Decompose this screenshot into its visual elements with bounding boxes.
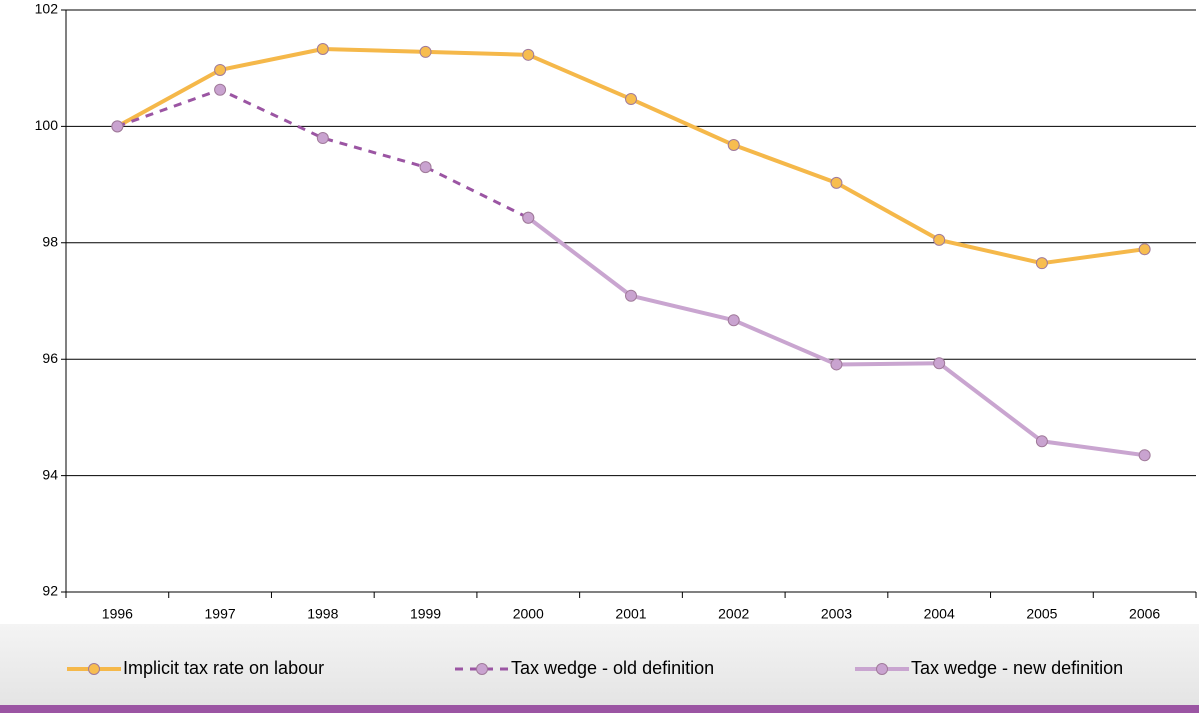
legend-background [0,624,1199,706]
x-tick-label: 1996 [102,606,133,622]
x-tick-label: 2003 [821,606,852,622]
x-tick-label: 2006 [1129,606,1160,622]
data-point [1035,257,1048,270]
data-point [727,314,740,327]
legend-label: Implicit tax rate on labour [123,658,324,678]
data-point [316,132,329,145]
data-point [419,161,432,174]
data-point [1138,449,1151,462]
data-point [316,42,329,55]
x-tick-label: 2000 [513,606,544,622]
y-tick-label: 94 [42,466,58,482]
data-point [625,93,637,106]
data-point [419,45,432,58]
y-tick-label: 98 [42,234,58,250]
data-point [522,211,535,224]
series-line [527,216,1145,458]
data-point [522,48,535,61]
data-point [933,357,946,370]
x-tick-label: 2002 [718,606,749,622]
x-tick-label: 1997 [205,606,236,622]
data-point [214,83,227,96]
data-point [214,63,227,76]
y-tick-label: 100 [35,117,59,133]
data-point [830,358,843,371]
x-tick-label: 2005 [1026,606,1057,622]
footer-bar [0,705,1199,713]
legend-label: Tax wedge - old definition [511,658,714,678]
legend-marker [876,663,888,675]
y-tick-label: 96 [42,350,58,366]
y-tick-label: 92 [42,583,58,599]
x-tick-label: 2004 [924,606,955,622]
x-tick-label: 2001 [615,606,646,622]
legend-marker [476,663,488,675]
data-point [933,233,946,246]
data-point [625,289,637,302]
series-line [116,88,529,220]
y-tick-label: 102 [35,1,59,17]
series-line [116,46,1145,266]
x-tick-label: 1999 [410,606,441,622]
x-tick-label: 1998 [307,606,338,622]
data-point [111,120,124,133]
data-point [1138,243,1151,256]
data-point [1035,435,1048,448]
data-point [727,139,740,152]
legend-marker [88,663,100,675]
legend-label: Tax wedge - new definition [911,658,1123,678]
data-point [830,176,843,189]
